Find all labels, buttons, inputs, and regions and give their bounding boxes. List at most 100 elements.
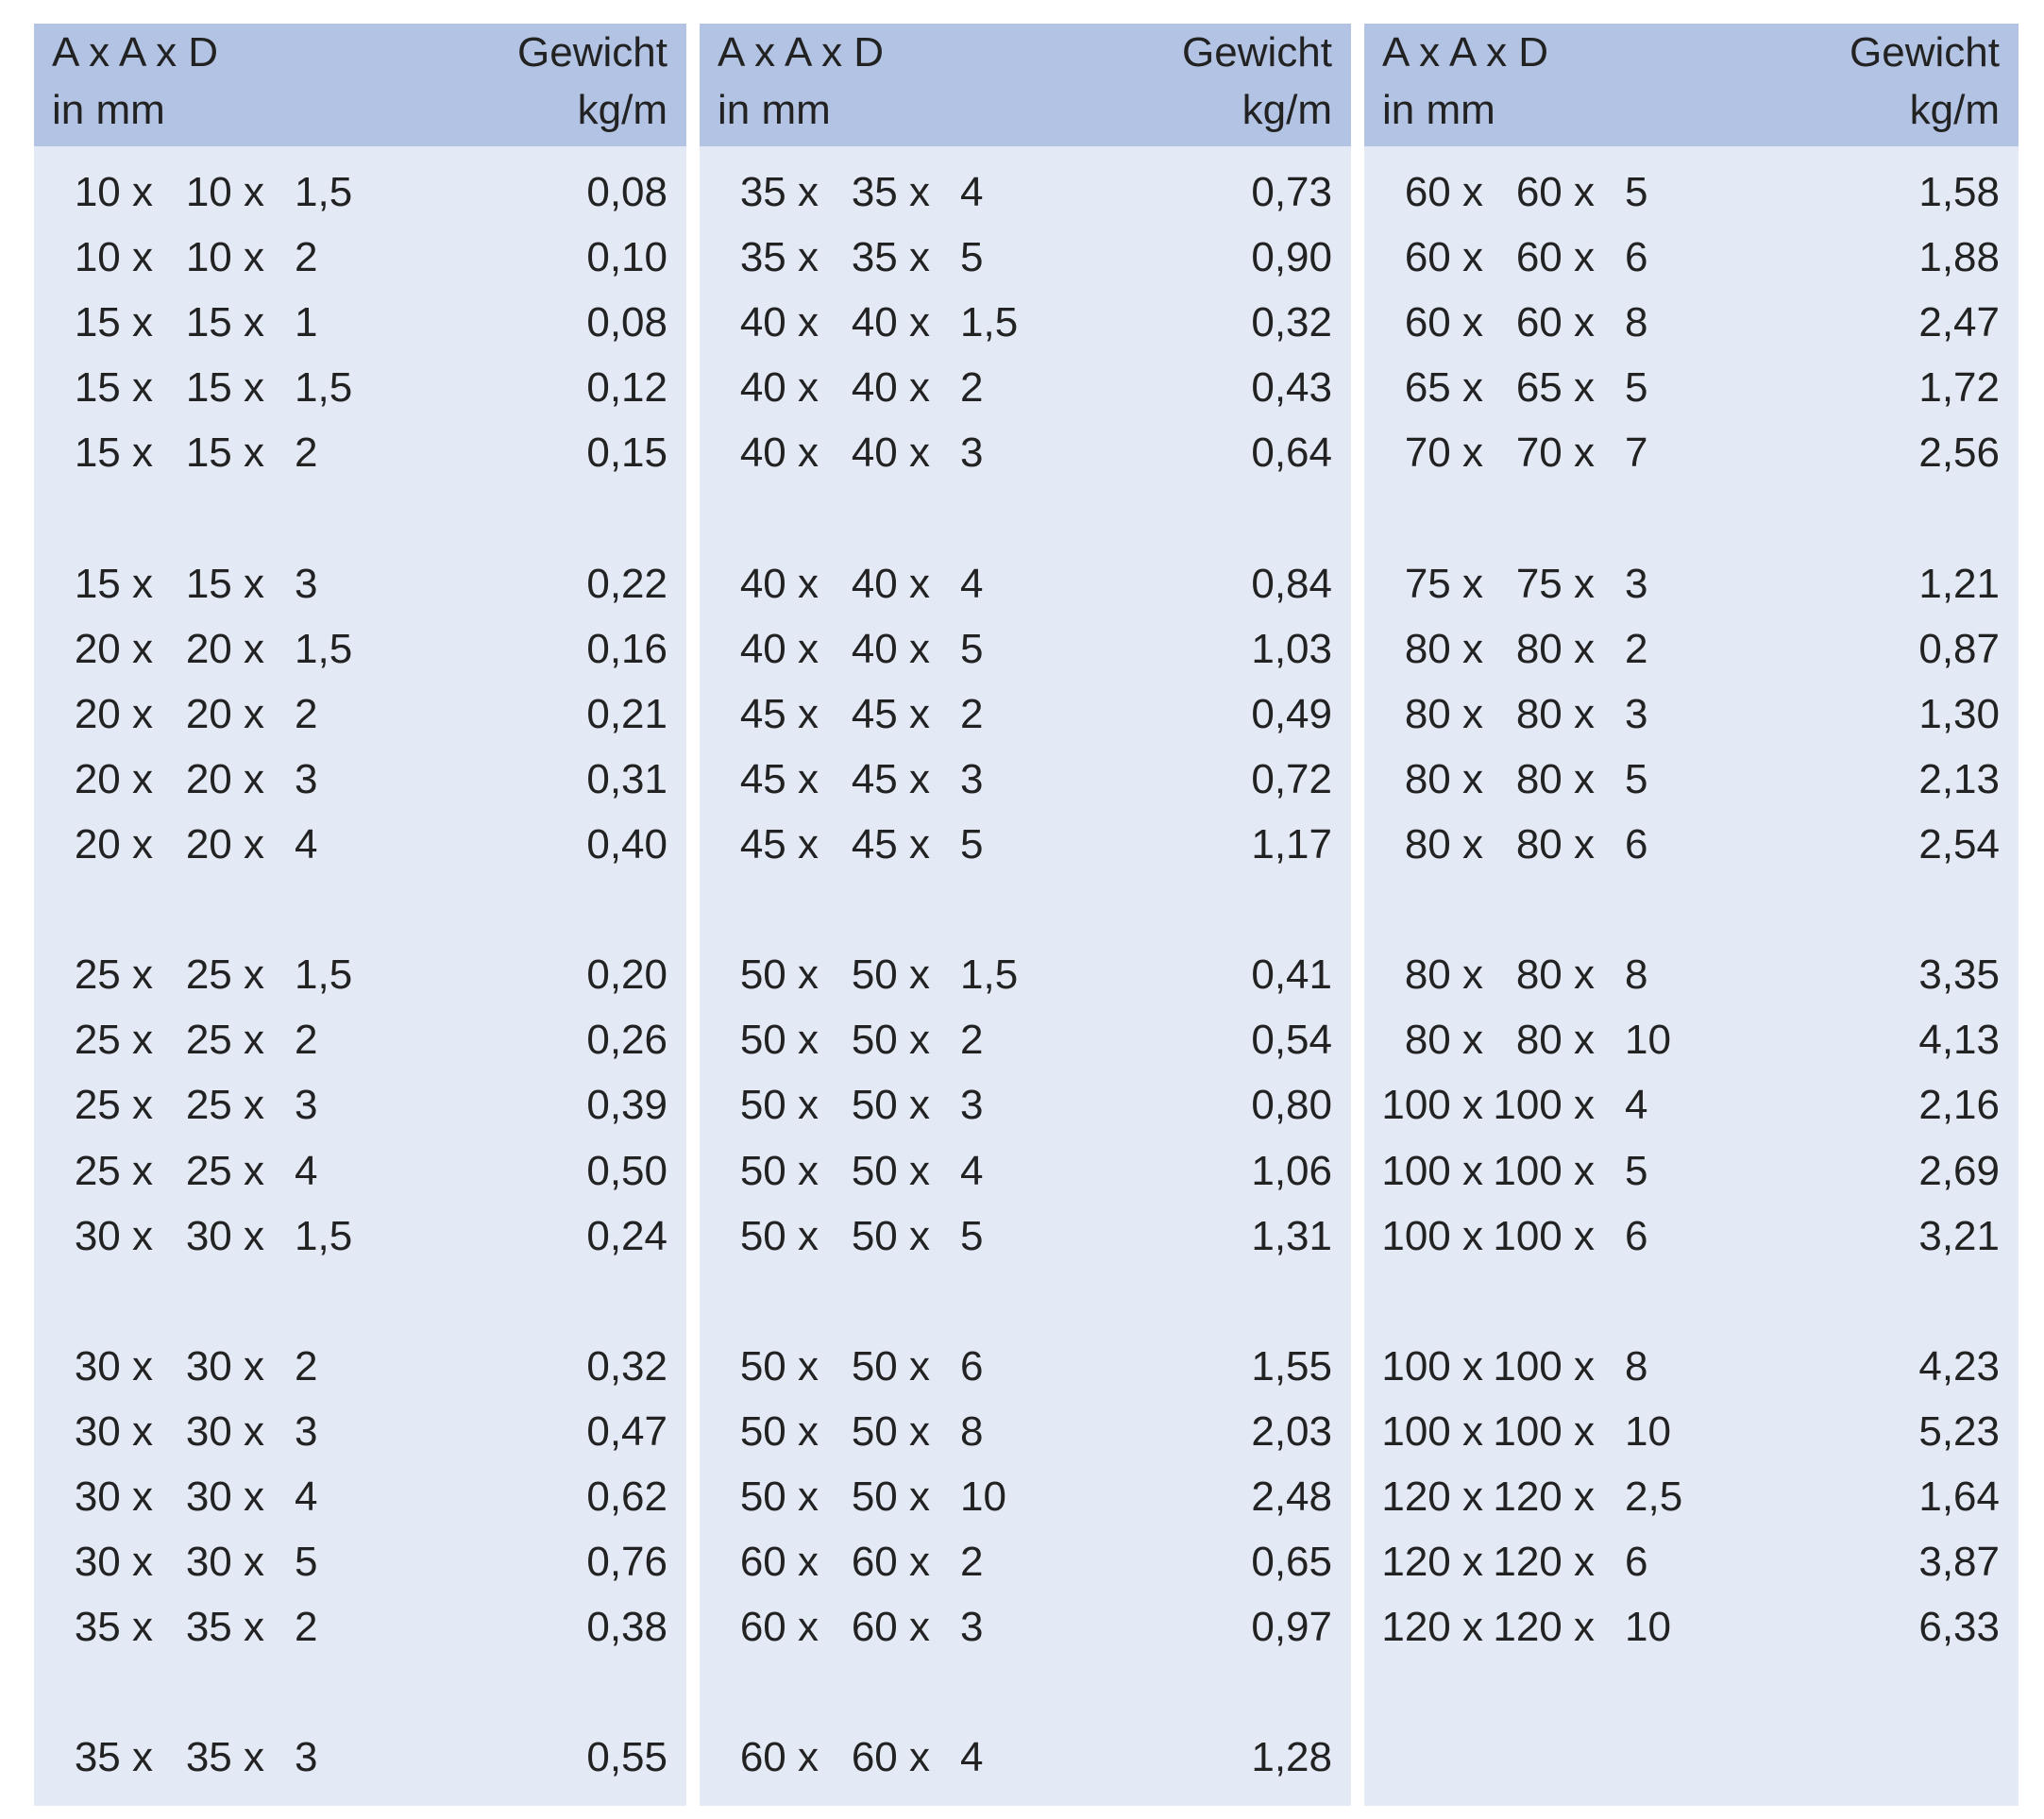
dimension-a: 10 x xyxy=(74,169,153,215)
dimension-a: 65 x xyxy=(1404,364,1483,412)
dimension-a: 20 x xyxy=(74,821,153,867)
weight: 0,72 xyxy=(1251,755,1332,802)
dimension-b: 40 x xyxy=(851,625,930,672)
dimension-b: 100 x xyxy=(1493,1082,1595,1129)
dimension-b: 60 x xyxy=(1515,234,1595,281)
dimension-b: 80 x xyxy=(1515,821,1595,867)
dimension-d: 6 xyxy=(1625,1539,1648,1586)
dimension-a: 100 x xyxy=(1381,1147,1483,1194)
dimension-a: 50 x xyxy=(739,1407,819,1455)
dimension-a: 75 x xyxy=(1404,560,1483,607)
column-header: A x A x D in mm Gewicht kg/m xyxy=(700,24,1351,146)
dimension-d: 4 xyxy=(295,1474,318,1520)
weight: 1,21 xyxy=(1918,560,2000,607)
weight: 1,30 xyxy=(1918,690,2000,737)
dimension-a: 50 x xyxy=(739,1342,819,1390)
weight: 5,23 xyxy=(1918,1407,2000,1455)
dimension-a: 30 x xyxy=(74,1474,153,1520)
dimension-d: 3 xyxy=(1625,690,1648,737)
weight: 0,41 xyxy=(1251,952,1332,999)
weight: 0,97 xyxy=(1251,1604,1332,1651)
dimension-b: 65 x xyxy=(1515,364,1595,412)
weight: 0,40 xyxy=(586,821,667,867)
dimension-a: 30 x xyxy=(74,1342,153,1390)
dimension-d: 4 xyxy=(960,169,984,215)
dimension-a: 25 x xyxy=(74,1017,153,1064)
dimension-d: 1,5 xyxy=(295,364,353,412)
dimension-a: 60 x xyxy=(1404,299,1483,346)
weight: 0,50 xyxy=(586,1147,667,1194)
weight: 2,13 xyxy=(1918,755,2000,802)
dimension-d: 1,5 xyxy=(295,952,353,999)
dimension-a: 80 x xyxy=(1404,690,1483,737)
dimension-b: 60 x xyxy=(851,1539,930,1586)
weight: 0,16 xyxy=(586,625,667,672)
dimension-a: 15 x xyxy=(74,299,153,346)
column-header: A x A x D in mm Gewicht kg/m xyxy=(34,24,686,146)
dimension-b: 30 x xyxy=(185,1539,264,1586)
dimension-a: 35 x xyxy=(739,234,819,281)
weight: 3,35 xyxy=(1918,952,2000,999)
dimension-b: 60 x xyxy=(851,1604,930,1651)
weight: 2,69 xyxy=(1918,1147,2000,1194)
dimension-b: 80 x xyxy=(1515,755,1595,802)
dimension-b: 50 x xyxy=(851,1212,930,1259)
dimension-d: 3 xyxy=(960,1604,984,1651)
dimension-b: 40 x xyxy=(851,429,930,477)
header-unit: Gewicht xyxy=(1850,29,2000,76)
weight: 0,76 xyxy=(586,1539,667,1586)
header-label: A x A x D xyxy=(718,29,885,76)
dimension-d: 2 xyxy=(295,234,318,281)
dimension-d: 2 xyxy=(295,429,318,477)
weight: 2,47 xyxy=(1918,299,2000,346)
dimension-b: 30 x xyxy=(185,1342,264,1390)
dimension-d: 2,5 xyxy=(1625,1474,1683,1520)
header-unit: Gewicht xyxy=(517,29,667,76)
dimension-a: 80 x xyxy=(1404,625,1483,672)
dimension-b: 15 x xyxy=(185,429,264,477)
dimension-a: 100 x xyxy=(1381,1082,1483,1129)
dimension-a: 80 x xyxy=(1404,952,1483,999)
weight: 4,13 xyxy=(1918,1017,2000,1064)
dimension-b: 20 x xyxy=(185,755,264,802)
dimension-d: 5 xyxy=(295,1539,318,1586)
dimension-b: 20 x xyxy=(185,821,264,867)
dimension-d: 10 xyxy=(1625,1604,1671,1651)
weight: 0,24 xyxy=(586,1212,667,1259)
dimension-b: 15 x xyxy=(185,364,264,412)
dimension-d: 4 xyxy=(960,1734,984,1781)
weight: 0,32 xyxy=(1251,299,1332,346)
dimension-a: 25 x xyxy=(74,1147,153,1194)
dimension-a: 40 x xyxy=(739,625,819,672)
dimension-b: 70 x xyxy=(1515,429,1595,477)
dimension-d: 5 xyxy=(960,821,984,867)
weight: 0,47 xyxy=(586,1407,667,1455)
dimension-b: 25 x xyxy=(185,1017,264,1064)
dimension-d: 2 xyxy=(960,1017,984,1064)
dimension-a: 20 x xyxy=(74,690,153,737)
dimension-a: 70 x xyxy=(1404,429,1483,477)
dimension-d: 4 xyxy=(295,821,318,867)
header-unit: kg/m xyxy=(577,87,667,133)
dimension-a: 20 x xyxy=(74,755,153,802)
dimension-b: 40 x xyxy=(851,299,930,346)
weight: 0,90 xyxy=(1251,234,1332,281)
dimension-d: 6 xyxy=(1625,821,1648,867)
weight: 1,88 xyxy=(1918,234,2000,281)
dimension-a: 60 x xyxy=(1404,169,1483,215)
weight: 0,49 xyxy=(1251,690,1332,737)
dimension-d: 10 xyxy=(1625,1017,1671,1064)
dimension-b: 80 x xyxy=(1515,625,1595,672)
dimension-b: 15 x xyxy=(185,560,264,607)
header-label: A x A x D xyxy=(52,29,219,76)
weight: 0,55 xyxy=(586,1734,667,1781)
weight: 0,38 xyxy=(586,1604,667,1651)
weight: 4,23 xyxy=(1918,1342,2000,1390)
dimension-b: 80 x xyxy=(1515,690,1595,737)
dimension-d: 3 xyxy=(960,755,984,802)
weight: 0,08 xyxy=(586,299,667,346)
dimension-d: 5 xyxy=(960,1212,984,1259)
dimension-b: 80 x xyxy=(1515,952,1595,999)
weight: 0,43 xyxy=(1251,364,1332,412)
dimension-b: 120 x xyxy=(1493,1474,1595,1520)
